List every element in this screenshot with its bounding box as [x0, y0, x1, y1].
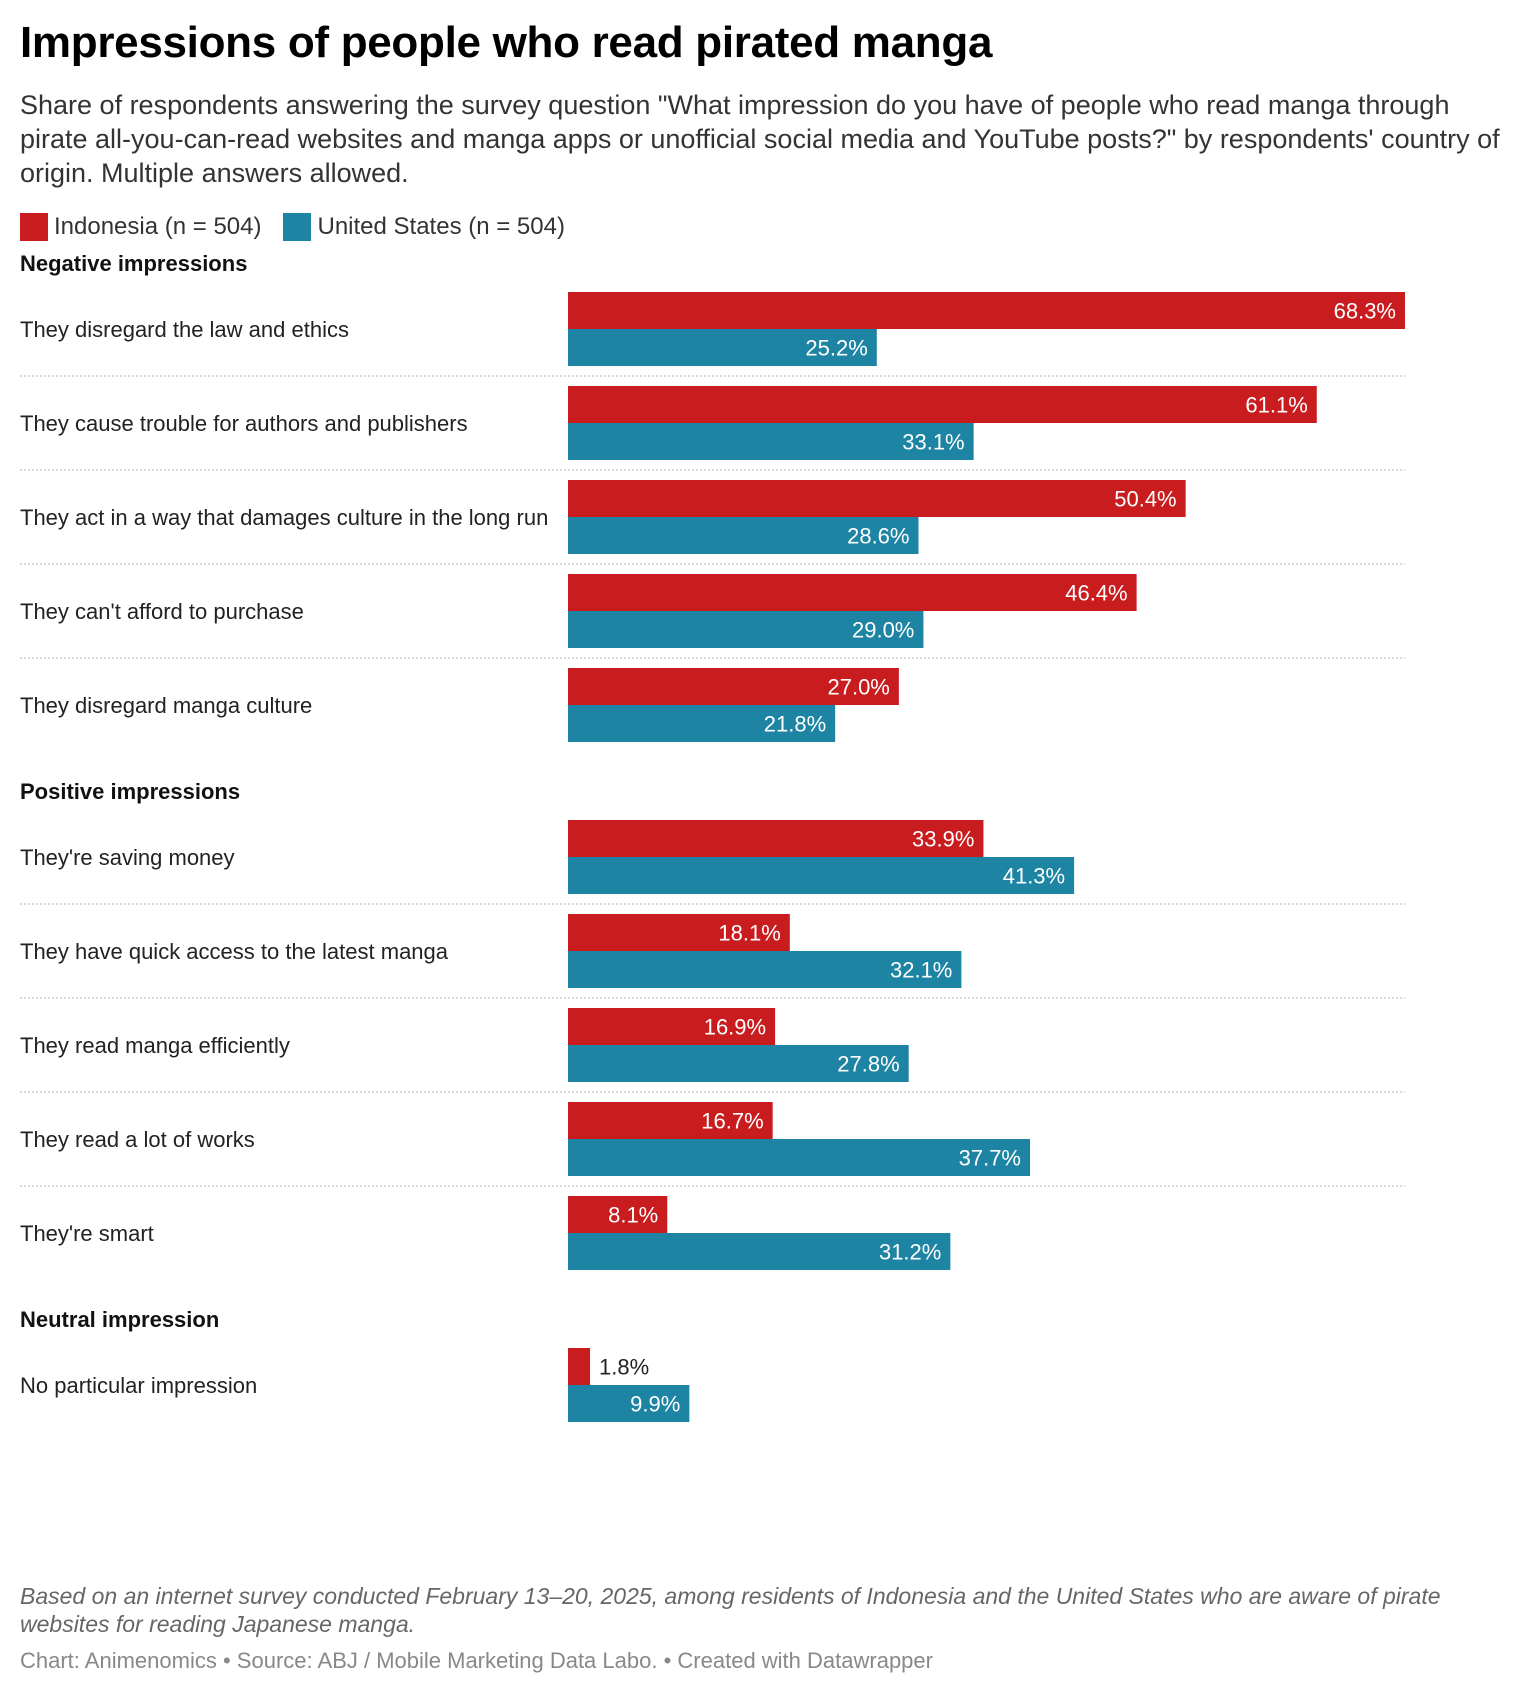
credit-chart: Chart: Animenomics — [20, 1648, 217, 1673]
bar-united-states-n-504-they-disregard-manga-culture — [568, 705, 836, 742]
legend-label-indonesia: Indonesia (n = 504) — [54, 213, 262, 240]
category-label-they-disregard-manga-culture: They disregard manga culture — [20, 693, 312, 718]
bar-indonesia-n-504-no-particular-impression — [568, 1348, 591, 1385]
data-label-united-states-n-504-they-have-quick-access-to-the-latest-manga: 32.1% — [890, 958, 952, 983]
bar-indonesia-n-504-they-can-t-afford-to-purchase — [568, 574, 1137, 611]
data-label-united-states-n-504-they-act-in-a-way-that-damages-culture-in-the-long-run: 28.6% — [847, 524, 909, 549]
data-label-united-states-n-504-they-read-a-lot-of-works: 37.7% — [959, 1146, 1021, 1171]
bar-indonesia-n-504-they-disregard-manga-culture — [568, 668, 899, 705]
data-label-indonesia-n-504-they-act-in-a-way-that-damages-culture-in-the-long-run: 50.4% — [1114, 487, 1176, 512]
bar-united-states-n-504-they-disregard-the-law-and-ethics — [568, 329, 877, 366]
data-label-indonesia-n-504-they-disregard-the-law-and-ethics: 68.3% — [1334, 299, 1396, 324]
category-label-they-disregard-the-law-and-ethics: They disregard the law and ethics — [20, 317, 349, 342]
bar-indonesia-n-504-they-act-in-a-way-that-damages-culture-in-the-long-run — [568, 480, 1186, 517]
bar-united-states-n-504-they-read-a-lot-of-works — [568, 1139, 1031, 1176]
data-label-united-states-n-504-they-re-smart: 31.2% — [879, 1240, 941, 1265]
category-label-they-can-t-afford-to-purchase: They can't afford to purchase — [20, 599, 304, 624]
credit-source: Source: ABJ / Mobile Marketing Data Labo… — [236, 1648, 658, 1673]
data-label-united-states-n-504-they-cause-trouble-for-authors-and-publishers: 33.1% — [902, 430, 964, 455]
data-label-united-states-n-504-they-read-manga-efficiently: 27.8% — [837, 1052, 899, 1077]
chart-subtitle: Share of respondents answering the surve… — [20, 90, 1500, 188]
data-label-indonesia-n-504-they-cause-trouble-for-authors-and-publishers: 61.1% — [1245, 393, 1307, 418]
bar-indonesia-n-504-they-have-quick-access-to-the-latest-manga — [568, 914, 790, 951]
category-label-they-read-a-lot-of-works: They read a lot of works — [20, 1127, 255, 1152]
data-label-united-states-n-504-they-disregard-manga-culture: 21.8% — [764, 712, 826, 737]
bar-united-states-n-504-they-read-manga-efficiently — [568, 1045, 909, 1082]
credit-created: Created with Datawrapper — [677, 1648, 933, 1673]
legend-item-united-states: United States (n = 504) — [283, 213, 565, 241]
legend-swatch-united-states — [283, 213, 312, 241]
bar-united-states-n-504-they-have-quick-access-to-the-latest-manga — [568, 951, 962, 988]
data-label-united-states-n-504-they-re-saving-money: 41.3% — [1003, 864, 1065, 889]
chart-title: Impressions of people who read pirated m… — [20, 18, 993, 67]
data-label-indonesia-n-504-they-disregard-manga-culture: 27.0% — [827, 675, 889, 700]
chart-footnote: Based on an internet survey conducted Fe… — [20, 1583, 1441, 1637]
group-heading-negative-impressions: Negative impressions — [20, 251, 247, 276]
bar-united-states-n-504-no-particular-impression — [568, 1385, 690, 1422]
data-label-indonesia-n-504-they-have-quick-access-to-the-latest-manga: 18.1% — [718, 921, 780, 946]
bar-indonesia-n-504-they-read-manga-efficiently — [568, 1008, 776, 1045]
legend-item-indonesia: Indonesia (n = 504) — [20, 213, 261, 241]
bar-indonesia-n-504-they-disregard-the-law-and-ethics — [568, 292, 1405, 329]
bar-indonesia-n-504-they-re-smart — [568, 1196, 668, 1233]
bar-indonesia-n-504-they-re-saving-money — [568, 820, 984, 857]
data-label-indonesia-n-504-no-particular-impression: 1.8% — [599, 1355, 649, 1380]
data-label-indonesia-n-504-they-read-a-lot-of-works: 16.7% — [701, 1109, 763, 1134]
group-heading-neutral-impression: Neutral impression — [20, 1307, 219, 1332]
bar-united-states-n-504-they-re-smart — [568, 1233, 951, 1270]
category-label-they-cause-trouble-for-authors-and-publishers: They cause trouble for authors and publi… — [20, 411, 468, 436]
bar-indonesia-n-504-they-cause-trouble-for-authors-and-publishers — [568, 386, 1317, 423]
data-label-indonesia-n-504-they-can-t-afford-to-purchase: 46.4% — [1065, 581, 1127, 606]
bar-united-states-n-504-they-act-in-a-way-that-damages-culture-in-the-long-run — [568, 517, 919, 554]
chart-credits: Chart: Animenomics • Source: ABJ / Mobil… — [20, 1648, 933, 1674]
legend: Indonesia (n = 504) United States (n = 5… — [20, 213, 587, 241]
data-label-united-states-n-504-they-disregard-the-law-and-ethics: 25.2% — [805, 336, 867, 361]
bar-united-states-n-504-they-re-saving-money — [568, 857, 1075, 894]
legend-label-united-states: United States (n = 504) — [317, 213, 565, 240]
data-label-indonesia-n-504-they-read-manga-efficiently: 16.9% — [704, 1015, 766, 1040]
data-label-united-states-n-504-they-can-t-afford-to-purchase: 29.0% — [852, 618, 914, 643]
category-label-they-act-in-a-way-that-damages-culture-in-the-long-run: They act in a way that damages culture i… — [20, 505, 548, 530]
group-heading-positive-impressions: Positive impressions — [20, 779, 240, 804]
category-label-they-re-saving-money: They're saving money — [20, 845, 235, 870]
bar-indonesia-n-504-they-read-a-lot-of-works — [568, 1102, 773, 1139]
bar-united-states-n-504-they-can-t-afford-to-purchase — [568, 611, 924, 648]
bar-united-states-n-504-they-cause-trouble-for-authors-and-publishers — [568, 423, 974, 460]
category-label-they-re-smart: They're smart — [20, 1221, 154, 1246]
category-label-they-read-manga-efficiently: They read manga efficiently — [20, 1033, 290, 1058]
data-label-indonesia-n-504-they-re-smart: 8.1% — [608, 1203, 658, 1228]
data-label-united-states-n-504-no-particular-impression: 9.9% — [630, 1392, 680, 1417]
data-label-indonesia-n-504-they-re-saving-money: 33.9% — [912, 827, 974, 852]
credit-separator: • — [657, 1648, 678, 1673]
credit-separator: • — [216, 1648, 237, 1673]
category-label-no-particular-impression: No particular impression — [20, 1373, 257, 1398]
legend-swatch-indonesia — [20, 213, 48, 241]
category-label-they-have-quick-access-to-the-latest-manga: They have quick access to the latest man… — [20, 939, 449, 964]
